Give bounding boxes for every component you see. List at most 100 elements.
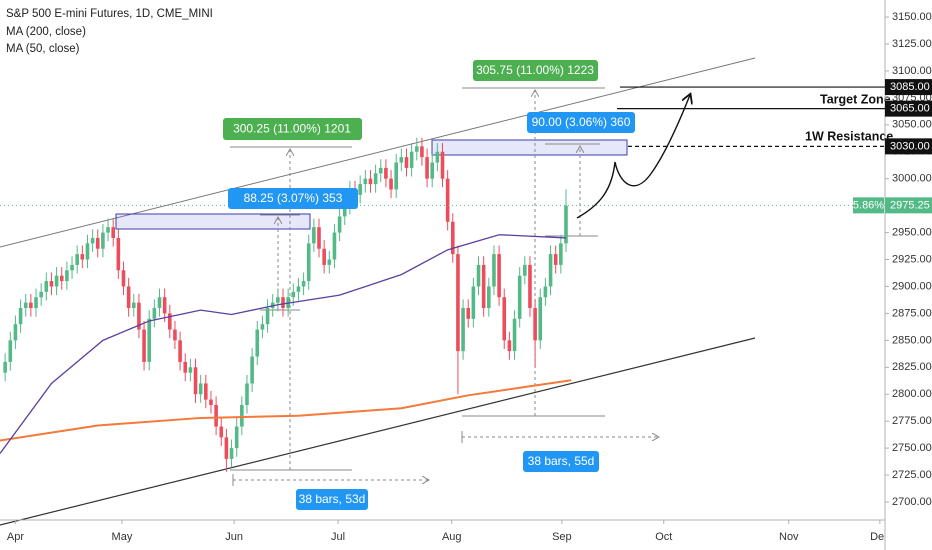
y-tick-label: 2925.00 [892,253,932,265]
candle-body [147,318,152,362]
candle-body [8,340,13,362]
candle-body [543,286,548,298]
candle-body [75,254,79,265]
candle-body [301,281,306,287]
candle-body [476,264,481,287]
candle-body [229,448,234,459]
level-label: 3030.00 [890,140,930,152]
candle-body [167,313,172,330]
candle-body [461,308,465,352]
candle-body [384,167,388,179]
candle-body [322,248,326,265]
candle-body [204,383,208,400]
candle-body [291,291,296,298]
change-box [853,197,884,214]
x-tick-label: Jul [331,531,345,543]
candle-body [378,167,383,174]
candle-body [306,243,311,282]
annotations: 300.25 (11.00%) 1201 88.25 (3.07%) 353 3… [223,60,893,510]
candle-body [39,291,43,298]
candle-body [162,297,167,314]
bars-label: 38 bars, 55d [528,454,595,468]
candle-body [456,254,460,352]
level-label: 3065.00 [890,103,930,115]
bars-label: 38 bars, 53d [299,492,366,506]
candle-body [564,205,568,244]
candle-body [224,437,229,459]
resistance-label: 1W Resistance [805,129,893,143]
candle-body [368,178,373,185]
candle-body [188,367,193,373]
candle-body [435,151,440,163]
resistance-box [431,139,628,156]
level-label: 3085.00 [890,81,930,93]
candle-body [152,308,157,319]
candle-body [240,405,244,427]
x-tick-label: Oct [655,531,672,543]
moving-average [0,379,572,442]
candle-body [250,356,254,384]
candle-body [517,275,522,319]
candle-body [44,281,49,292]
x-tick-label: Nov [779,531,799,543]
candle-body [342,205,347,217]
candle-body [414,146,419,152]
y-tick-label: 3000.00 [892,173,932,185]
candle-body [116,237,121,271]
candle-body [255,329,260,357]
projection-arrow [576,95,690,219]
candle-body [34,297,38,309]
plot-area: Apr May Jun Jul Aug Sep Oct Nov Dec [0,57,885,543]
candle-body [29,302,33,309]
candle-body [487,286,491,309]
candle-body [492,254,496,287]
candle-body [101,232,105,249]
candle-body [219,426,224,438]
candle-body [337,216,342,233]
range-label: 305.75 (11.00%) 1223 [476,63,594,77]
moving-average [0,234,567,454]
chart-title: S&P 500 E-mini Futures, 1D, CME_MINI [6,8,213,20]
candle-body [18,308,23,325]
candle-body [214,405,218,427]
candle-body [95,237,100,249]
candle-body [54,275,59,287]
candle-body [178,340,182,362]
candle-body [3,361,7,373]
candle-body [193,367,198,395]
candle-body [471,286,476,319]
candle-body [234,426,239,449]
candle-body [450,221,455,255]
label-box [223,118,362,140]
candle-body [111,227,115,238]
candle-body [466,308,471,319]
candle-body [126,286,131,309]
y-tick-label: 3050.00 [892,119,932,131]
candle-body [533,308,537,341]
candle-body [90,237,95,244]
label-box [527,112,635,133]
y-tick-label: 2750.00 [892,442,932,454]
label-box [228,188,358,209]
y-tick-label: 2950.00 [892,226,932,238]
y-tick-label: 2700.00 [892,496,932,508]
level-box [885,79,932,96]
candle-body [106,227,110,233]
candle-body [548,254,553,287]
candle-body [80,254,85,260]
label-box [296,489,368,510]
y-tick-label: 2775.00 [892,415,932,427]
y-tick-label: 2800.00 [892,388,932,400]
candle-body [131,302,136,309]
candle-body [389,178,393,190]
y-tick-label: 2875.00 [892,307,932,319]
label-box [523,451,599,472]
channel-upper [0,57,756,248]
last-price-label: 2975.25 [890,199,930,211]
candle-body [409,151,414,168]
candle-body [70,264,74,271]
y-tick-label: 3100.00 [892,65,932,77]
last-price-box [885,197,932,214]
candle-body [430,162,435,179]
candle-body [373,173,378,185]
